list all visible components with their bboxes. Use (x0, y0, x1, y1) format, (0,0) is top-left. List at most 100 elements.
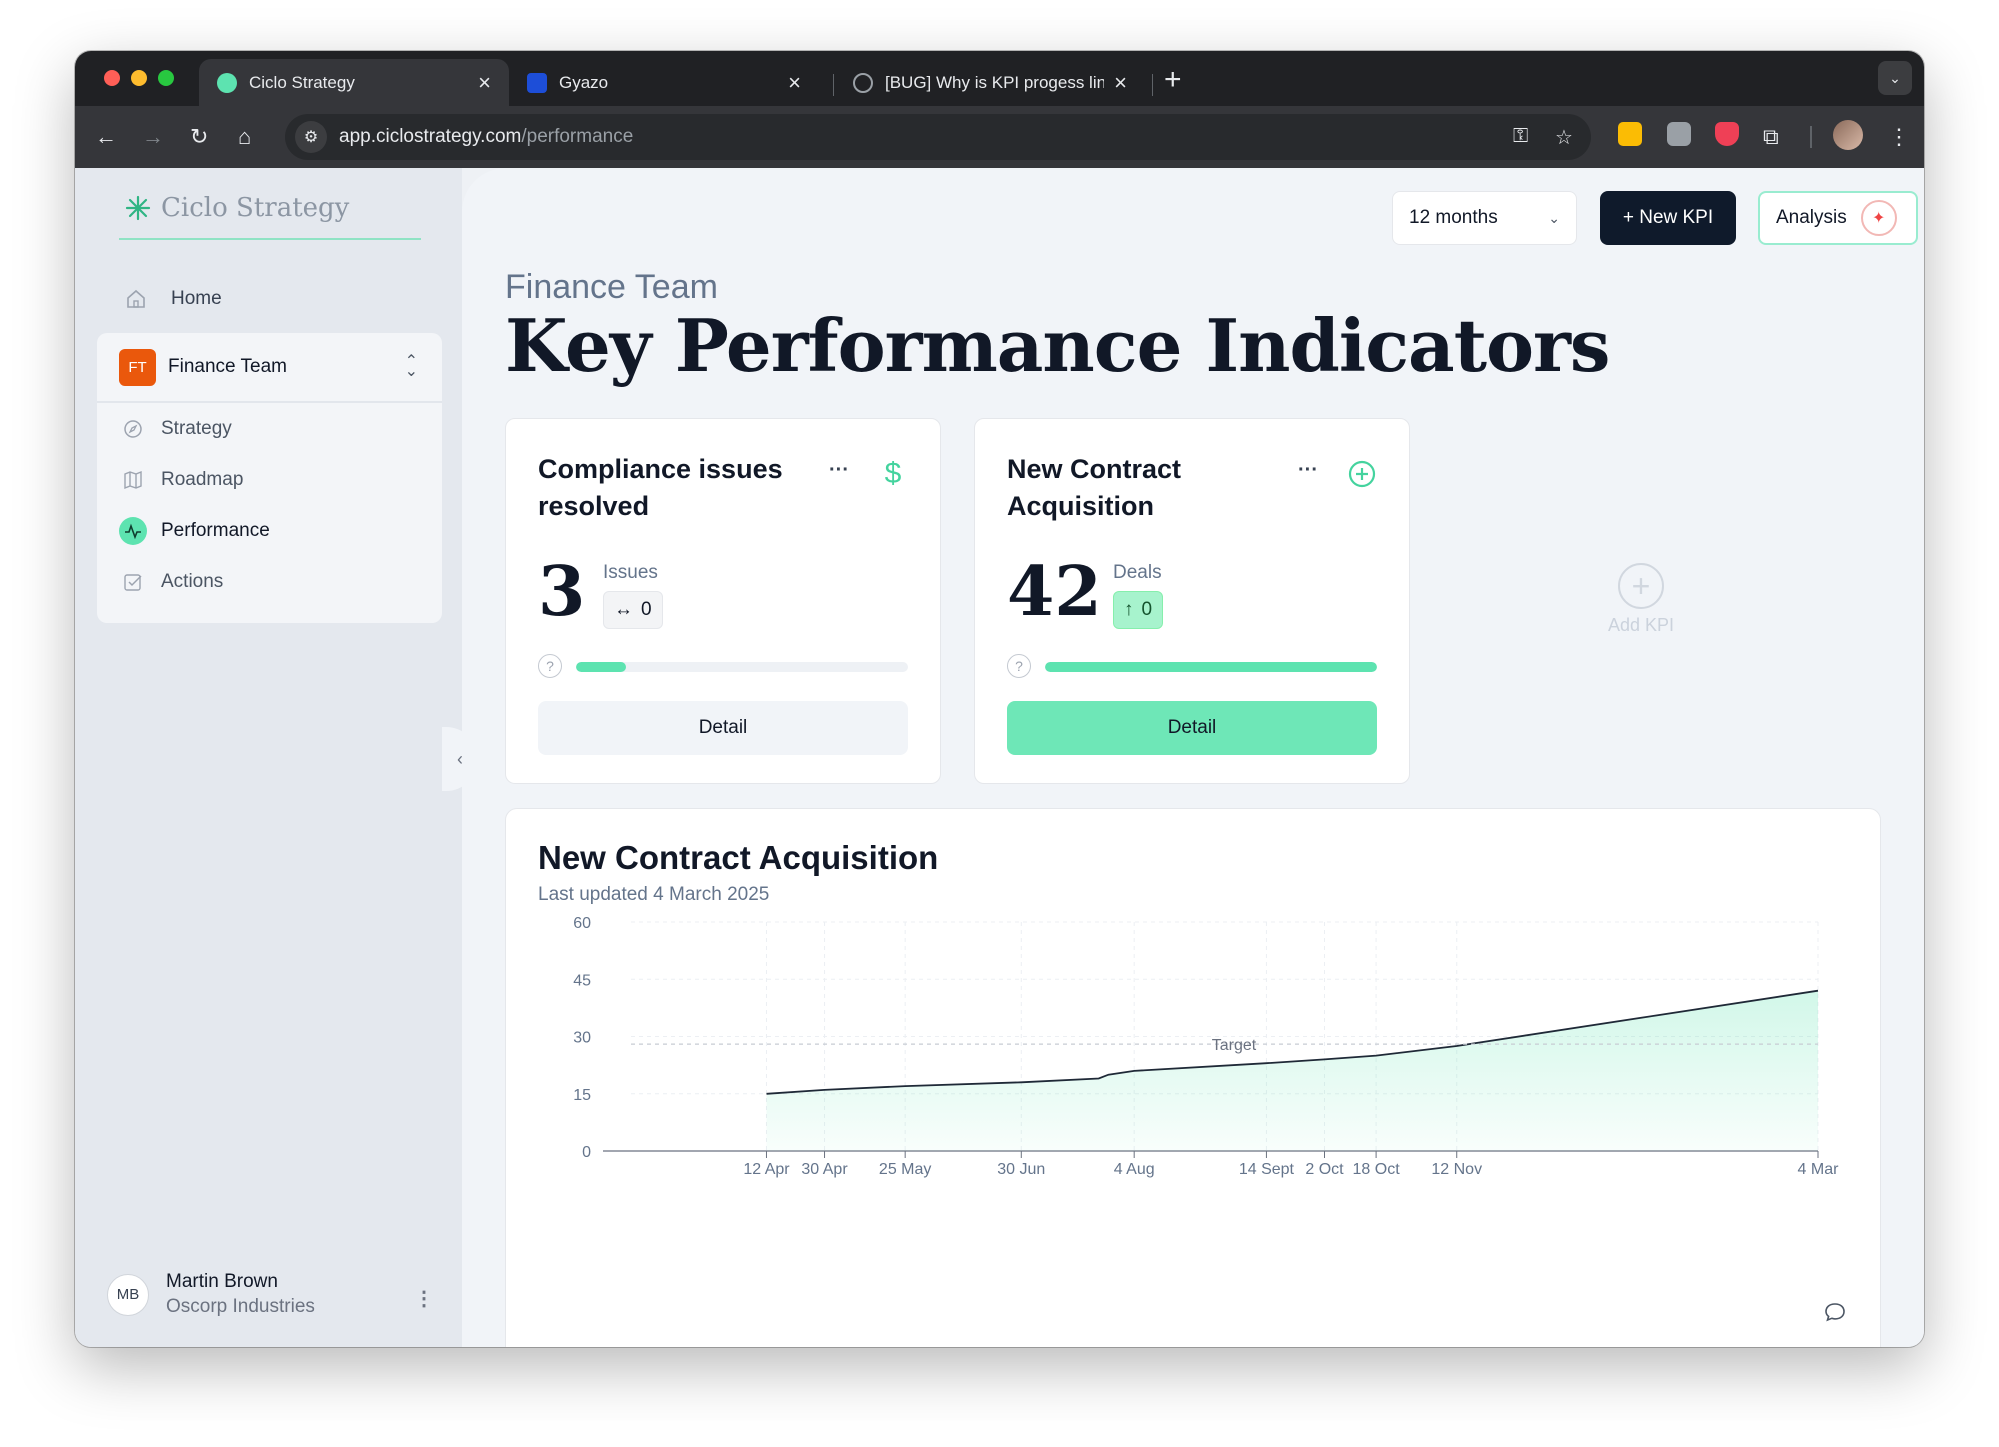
logo-text: Ciclo Strategy (161, 193, 350, 223)
kpi-delta-badge: ↑ 0 (1113, 591, 1164, 629)
extensions-puzzle-icon[interactable]: ⧉ (1763, 124, 1779, 149)
y-tick-label: 0 (582, 1144, 591, 1161)
chrome-menu-icon[interactable]: ⋮ (1888, 124, 1910, 149)
tab-close-icon[interactable]: × (788, 69, 801, 95)
team-switcher[interactable]: FT Finance Team ⌃ ⌄ (97, 333, 442, 403)
tab-search-icon[interactable]: ⌄ (1878, 61, 1912, 95)
sidebar-item-label: Strategy (161, 418, 232, 439)
back-icon[interactable]: ← (95, 124, 117, 149)
tab-label: Ciclo Strategy (249, 72, 355, 92)
kpi-delta-badge: ↔ 0 (603, 591, 663, 629)
tab-gyazo[interactable]: Gyazo × (509, 59, 819, 106)
more-options-icon[interactable]: ··· (829, 459, 849, 481)
user-info: Martin Brown Oscorp Industries (166, 1271, 315, 1318)
address-bar[interactable]: ⚙ app.ciclostrategy.com/performance ⚿ ☆ (285, 114, 1591, 160)
reload-icon[interactable]: ↻ (190, 124, 209, 149)
maximize-window-button[interactable] (158, 70, 174, 86)
kpi-unit: Issues (603, 562, 658, 583)
add-kpi-button[interactable]: + Add KPI (1608, 563, 1674, 636)
plus-circle-icon (1347, 459, 1377, 489)
kpi-delta-value: 0 (1141, 599, 1153, 620)
x-tick-label: 12 Apr (743, 1161, 790, 1178)
browser-toolbar: ← → ↻ ⌂ ⚙ app.ciclostrategy.com/performa… (75, 106, 1924, 168)
forward-icon[interactable]: → (142, 124, 164, 149)
y-tick-label: 45 (573, 972, 591, 989)
x-tick-label: 2 Oct (1305, 1161, 1344, 1178)
tab-close-icon[interactable]: × (1114, 69, 1127, 95)
sidebar-item-label: Performance (161, 520, 270, 541)
sidebar-item-label: Home (171, 288, 222, 309)
main-content: 12 months ⌄ + New KPI Analysis ✦ Finance… (462, 168, 1924, 1347)
page-subtitle: Finance Team (505, 268, 718, 306)
github-favicon-icon (853, 72, 873, 93)
analysis-label: Analysis (1776, 207, 1847, 228)
bookmark-star-icon[interactable]: ☆ (1555, 127, 1573, 149)
detail-button[interactable]: Detail (1007, 701, 1377, 755)
chart-title: New Contract Acquisition (538, 839, 939, 876)
toolbar-divider (1810, 126, 1812, 148)
sidebar-item-performance[interactable]: Performance (119, 517, 270, 545)
series-area (766, 990, 1818, 1151)
extension-camera-icon[interactable] (1667, 122, 1691, 146)
new-tab-icon[interactable]: + (1164, 63, 1182, 96)
logo[interactable]: Ciclo Strategy (125, 193, 349, 223)
tab-github-bug[interactable]: [BUG] Why is KPI progess line × (835, 59, 1145, 106)
sidebar-item-home[interactable]: Home (125, 288, 222, 310)
kpi-unit: Deals (1113, 562, 1162, 583)
team-name: Finance Team (168, 356, 287, 377)
password-key-icon[interactable]: ⚿ (1513, 125, 1529, 147)
page-title: Key Performance Indicators (505, 303, 1610, 388)
sidebar-item-roadmap[interactable]: Roadmap (119, 466, 243, 494)
kpi-progress-bar (576, 662, 908, 672)
home-icon[interactable]: ⌂ (238, 124, 252, 149)
sparkle-icon: ✦ (1860, 200, 1897, 236)
analysis-button[interactable]: Analysis ✦ (1758, 191, 1918, 245)
close-window-button[interactable] (104, 70, 120, 86)
kpi-card: New Contract Acquisition ··· 42 Deals ↑ … (974, 418, 1410, 784)
extension-keep-icon[interactable] (1618, 122, 1642, 146)
kpi-title: Compliance issues resolved (538, 454, 783, 521)
compass-icon (119, 415, 147, 443)
ciclo-favicon-icon (217, 72, 237, 93)
site-settings-icon[interactable]: ⚙ (295, 121, 327, 153)
user-org: Oscorp Industries (166, 1296, 315, 1317)
x-tick-label: 30 Apr (801, 1161, 848, 1178)
series-line (766, 989, 1819, 1095)
profile-avatar-icon[interactable] (1833, 120, 1863, 150)
dollar-icon: $ (884, 457, 902, 490)
period-select[interactable]: 12 months ⌄ (1392, 191, 1577, 245)
tab-close-icon[interactable]: × (478, 69, 491, 95)
y-tick-label: 30 (573, 1030, 591, 1047)
y-tick-label: 60 (573, 915, 591, 932)
detail-button[interactable]: Detail (538, 701, 908, 755)
extension-pocket-icon[interactable] (1715, 122, 1739, 146)
sidebar-item-label: Actions (161, 571, 224, 592)
ciclo-logo-icon (125, 195, 151, 221)
comment-icon[interactable] (1824, 1301, 1846, 1329)
minimize-window-button[interactable] (131, 70, 147, 86)
user-menu-icon[interactable]: ⋮ (414, 1288, 434, 1310)
user-profile[interactable]: MB Martin Brown Oscorp Industries (107, 1271, 315, 1318)
more-options-icon[interactable]: ··· (1298, 459, 1318, 481)
team-section: FT Finance Team ⌃ ⌄ Strategy Roadmap (97, 333, 442, 623)
sidebar-item-actions[interactable]: Actions (119, 568, 223, 596)
x-tick-label: 14 Sept (1239, 1161, 1295, 1178)
line-chart: 0 15 30 45 60 12 Apr 30 Apr 25 May 30 Jun 4 Aug 14… (573, 915, 1839, 1178)
kpi-progress-bar (1045, 662, 1377, 672)
tab-ciclo-strategy[interactable]: Ciclo Strategy × (199, 59, 509, 106)
sidebar-item-strategy[interactable]: Strategy (119, 415, 232, 443)
logo-underline (119, 238, 421, 240)
y-tick-label: 15 (573, 1087, 591, 1104)
chevron-up-down-icon: ⌃ ⌄ (404, 353, 418, 380)
x-tick-label: 4 Aug (1114, 1161, 1155, 1178)
sidebar: Ciclo Strategy Home FT Finance Team ⌃ ⌄ (75, 168, 462, 1347)
progress-fill (576, 662, 626, 672)
help-icon[interactable]: ? (1007, 654, 1031, 678)
tab-label: [BUG] Why is KPI progess line (885, 72, 1105, 92)
chart-updated: Last updated 4 March 2025 (538, 884, 770, 905)
new-kpi-button[interactable]: + New KPI (1600, 191, 1736, 245)
help-icon[interactable]: ? (538, 654, 562, 678)
tab-divider (1152, 74, 1153, 96)
x-tick-label: 30 Jun (997, 1161, 1045, 1178)
home-icon (127, 289, 145, 308)
